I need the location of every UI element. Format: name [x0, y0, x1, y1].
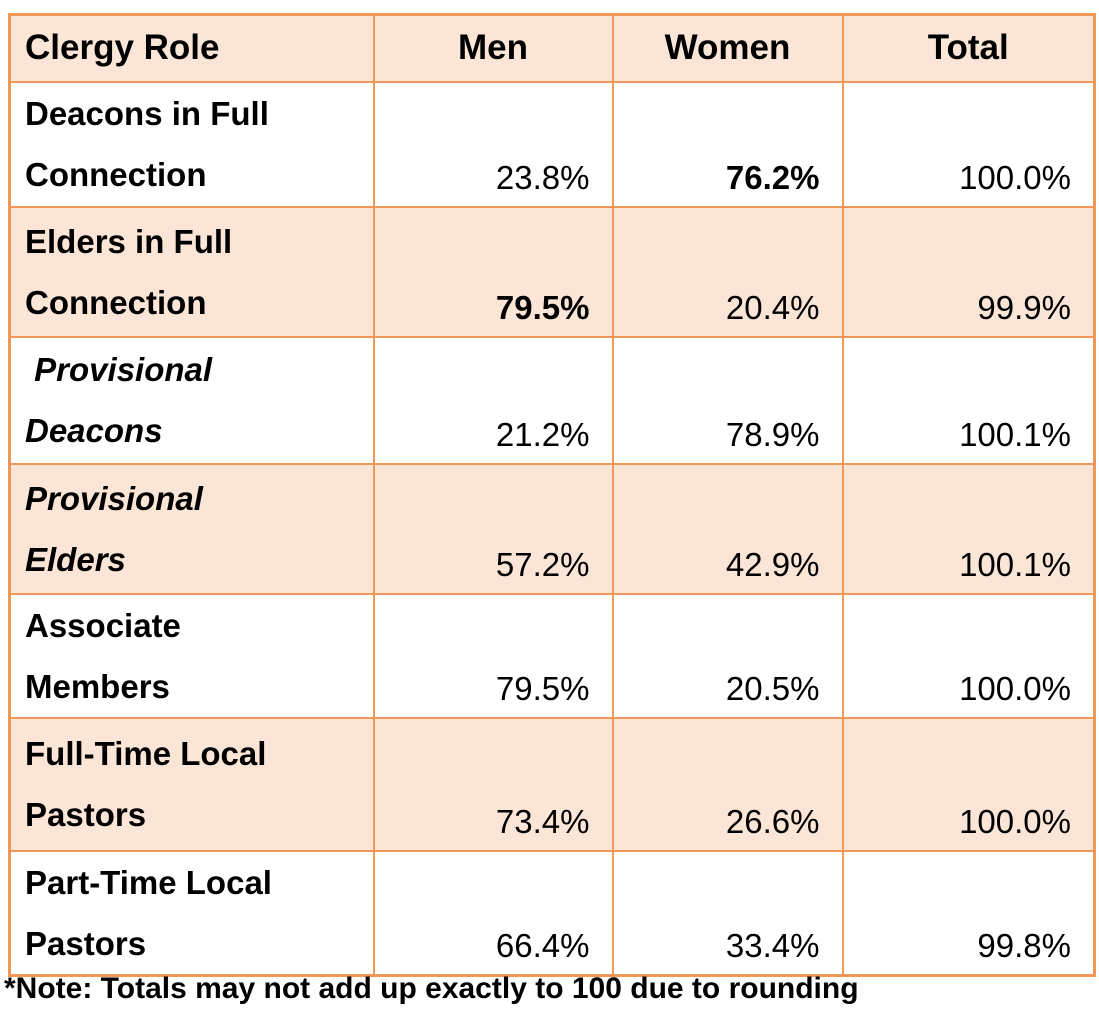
clergy-role-gender-table: Clergy Role Men Women Total Deacons in F…: [8, 13, 1096, 977]
women-value-cell: 33.4%: [611, 849, 844, 976]
column-header-total: Total: [841, 13, 1096, 83]
total-value-cell: 100.0%: [841, 80, 1096, 208]
men-value-cell: 79.5%: [372, 205, 614, 338]
total-value-cell: 99.9%: [841, 205, 1096, 338]
clergy-role-cell: Provisional Elders: [8, 462, 375, 595]
rounding-footnote: *Note: Totals may not add up exactly to …: [4, 972, 859, 1005]
table-row: Elders in Full Connection 79.5% 20.4% 99…: [8, 205, 1096, 338]
clergy-role-cell: Part-Time Local Pastors: [8, 849, 375, 976]
column-header-women: Women: [611, 13, 844, 83]
total-value-cell: 100.0%: [841, 716, 1096, 852]
women-value-cell: 78.9%: [611, 335, 844, 465]
women-value-cell: 42.9%: [611, 462, 844, 595]
total-value-cell: 100.1%: [841, 335, 1096, 465]
header-row: Clergy Role Men Women Total: [8, 13, 1096, 83]
clergy-role-cell: Elders in Full Connection: [8, 205, 375, 338]
table-row: Associate Members 79.5% 20.5% 100.0%: [8, 592, 1096, 719]
table-row: Full-Time Local Pastors 73.4% 26.6% 100.…: [8, 716, 1096, 852]
men-value-cell: 66.4%: [372, 849, 614, 976]
total-value-cell: 100.0%: [841, 592, 1096, 719]
men-value-cell: 21.2%: [372, 335, 614, 465]
women-value-cell: 76.2%: [611, 80, 844, 208]
women-value-cell: 26.6%: [611, 716, 844, 852]
table-body: Deacons in Full Connection 23.8% 76.2% 1…: [8, 80, 1096, 976]
table-row: Provisional Deacons 21.2% 78.9% 100.1%: [8, 335, 1096, 465]
men-value-cell: 23.8%: [372, 80, 614, 208]
column-header-clergy-role: Clergy Role: [8, 13, 375, 83]
total-value-cell: 100.1%: [841, 462, 1096, 595]
clergy-role-cell: Provisional Deacons: [8, 335, 375, 465]
clergy-role-cell: Deacons in Full Connection: [8, 80, 375, 208]
men-value-cell: 57.2%: [372, 462, 614, 595]
men-value-cell: 73.4%: [372, 716, 614, 852]
table-row: Provisional Elders 57.2% 42.9% 100.1%: [8, 462, 1096, 595]
clergy-role-cell: Associate Members: [8, 592, 375, 719]
table-row: Part-Time Local Pastors 66.4% 33.4% 99.8…: [8, 849, 1096, 976]
women-value-cell: 20.4%: [611, 205, 844, 338]
table-header: Clergy Role Men Women Total: [8, 13, 1096, 83]
table-row: Deacons in Full Connection 23.8% 76.2% 1…: [8, 80, 1096, 208]
column-header-men: Men: [372, 13, 614, 83]
women-value-cell: 20.5%: [611, 592, 844, 719]
clergy-role-cell: Full-Time Local Pastors: [8, 716, 375, 852]
total-value-cell: 99.8%: [841, 849, 1096, 976]
men-value-cell: 79.5%: [372, 592, 614, 719]
